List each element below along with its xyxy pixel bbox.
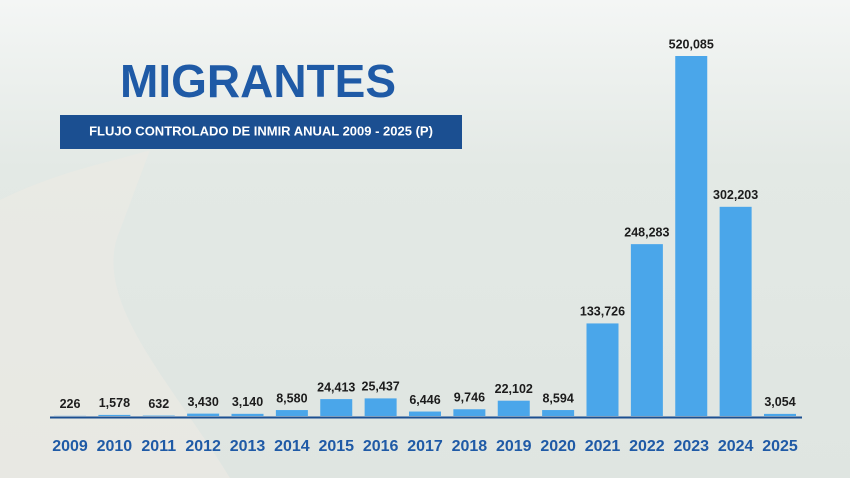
x-tick-label: 2017 xyxy=(407,438,443,455)
value-label: 9,746 xyxy=(454,391,485,405)
bar xyxy=(764,414,796,416)
x-tick-label: 2011 xyxy=(141,438,176,455)
value-label: 1,578 xyxy=(99,396,130,410)
x-tick-label: 2009 xyxy=(52,438,88,455)
bar xyxy=(720,207,752,416)
value-label: 133,726 xyxy=(580,305,625,319)
x-tick-label: 2021 xyxy=(585,438,621,455)
value-label: 22,102 xyxy=(495,382,533,396)
bar xyxy=(276,410,308,416)
bar xyxy=(631,244,663,416)
value-label: 248,283 xyxy=(624,225,669,239)
x-tick-label: 2014 xyxy=(274,438,310,455)
bar xyxy=(498,401,530,416)
value-label: 226 xyxy=(60,397,81,411)
bar xyxy=(232,414,264,416)
value-label: 3,140 xyxy=(232,395,263,409)
bar xyxy=(675,56,707,416)
bar xyxy=(453,409,485,416)
bar xyxy=(187,414,219,416)
value-label: 302,203 xyxy=(713,188,758,202)
x-tick-label: 2020 xyxy=(540,438,576,455)
bar xyxy=(98,415,130,416)
value-label: 3,054 xyxy=(764,395,795,409)
value-label: 8,580 xyxy=(276,391,307,405)
bar xyxy=(587,323,619,416)
x-tick-label: 2013 xyxy=(230,438,266,455)
bar xyxy=(409,412,441,416)
x-tick-label: 2019 xyxy=(496,438,532,455)
x-tick-label: 2023 xyxy=(673,438,709,455)
x-tick-label: 2025 xyxy=(762,438,798,455)
value-label: 24,413 xyxy=(317,380,355,394)
x-tick-label: 2018 xyxy=(452,438,488,455)
value-label: 6,446 xyxy=(409,393,440,407)
value-label: 8,594 xyxy=(542,391,573,405)
x-tick-label: 2016 xyxy=(363,438,399,455)
bar xyxy=(365,398,397,416)
x-tick-label: 2012 xyxy=(185,438,221,455)
value-label: 3,430 xyxy=(187,395,218,409)
x-tick-label: 2022 xyxy=(629,438,665,455)
value-label: 25,437 xyxy=(362,380,400,394)
x-tick-label: 2024 xyxy=(718,438,754,455)
chart-title: MIGRANTES xyxy=(120,55,396,107)
x-tick-label: 2010 xyxy=(97,438,133,455)
value-label: 632 xyxy=(148,397,169,411)
value-label: 520,085 xyxy=(669,37,714,51)
x-tick-label: 2015 xyxy=(318,438,354,455)
bar xyxy=(320,399,352,416)
chart-subtitle: FLUJO CONTROLADO DE INMIR ANUAL 2009 - 2… xyxy=(89,123,433,138)
bar xyxy=(542,410,574,416)
